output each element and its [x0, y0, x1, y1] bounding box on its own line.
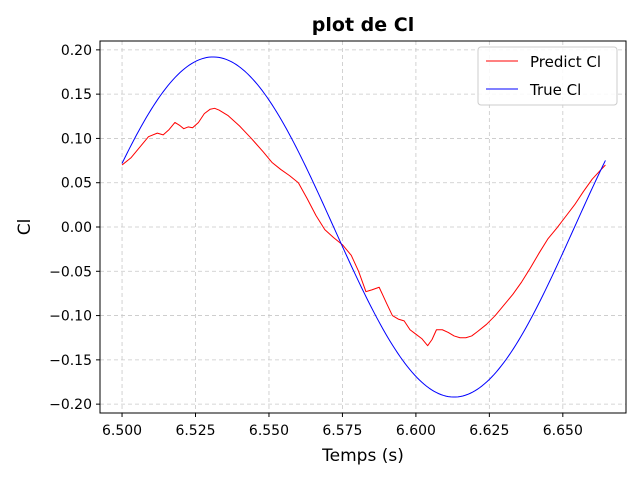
- y-tick-label: 0.05: [61, 176, 92, 192]
- x-axis: 6.500 6.525 6.550 6.575 6.600 6.625 6.650: [102, 413, 583, 439]
- y-tick-label: 0.20: [61, 43, 92, 59]
- x-tick-label: 6.500: [102, 423, 142, 439]
- y-tick-label: −0.15: [49, 353, 92, 369]
- y-tick-label: −0.10: [49, 309, 92, 325]
- x-axis-label: Temps (s): [321, 446, 404, 466]
- chart-title: plot de Cl: [312, 14, 414, 36]
- y-tick-label: −0.20: [49, 397, 92, 413]
- y-tick-label: 0.00: [61, 220, 92, 236]
- legend: Predict Cl True Cl: [477, 46, 618, 106]
- y-tick-label: 0.15: [61, 87, 92, 103]
- x-tick-label: 6.650: [543, 423, 583, 439]
- y-axis-label: Cl: [15, 219, 35, 236]
- y-tick-label: −0.05: [49, 264, 92, 280]
- x-tick-label: 6.525: [175, 423, 215, 439]
- legend-label-true: True Cl: [529, 81, 581, 99]
- legend-label-predict: Predict Cl: [530, 53, 601, 71]
- series-lines: [121, 56, 606, 398]
- series-line-predict: [121, 107, 606, 347]
- x-tick-label: 6.600: [396, 423, 436, 439]
- grid: [100, 41, 626, 413]
- x-tick-label: 6.625: [469, 423, 509, 439]
- y-tick-label: 0.10: [61, 131, 92, 147]
- series-line-true: [121, 56, 606, 398]
- y-axis: 0.20 0.15 0.10 0.05 0.00 −0.05 −0.10 −0.15 −0.20: [49, 43, 100, 413]
- x-tick-label: 6.550: [249, 423, 289, 439]
- x-tick-label: 6.575: [322, 423, 362, 439]
